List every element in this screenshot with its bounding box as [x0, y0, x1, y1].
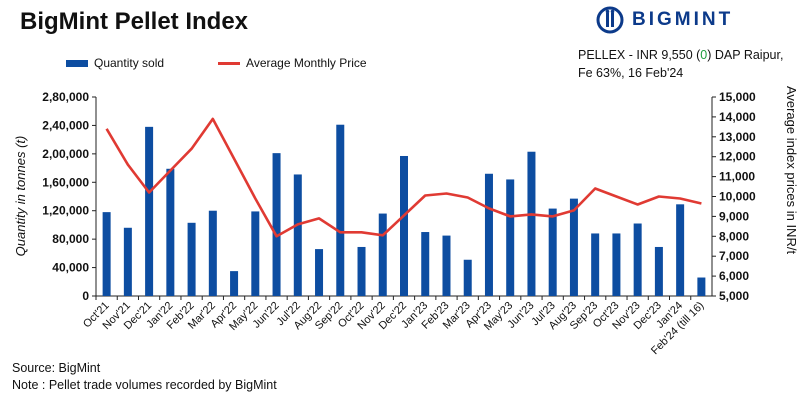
right-tick-label: 9,000 [719, 209, 749, 223]
pellex-line-2: Fe 63%, 16 Feb'24 [578, 66, 684, 80]
bar [569, 198, 578, 296]
right-tick-label: 14,000 [719, 110, 756, 124]
bar-series [102, 124, 706, 296]
right-tick-label: 12,000 [719, 150, 756, 164]
legend-line-swatch [218, 61, 241, 65]
pellex-suffix: ) DAP Raipur, [707, 48, 784, 62]
right-tick-label: 6,000 [719, 269, 749, 283]
bar [187, 222, 196, 296]
source-note: Source: BigMint [12, 361, 101, 375]
left-tick-label: 0 [82, 289, 89, 303]
right-tick-label: 10,000 [719, 190, 756, 204]
volume-note: Note : Pellet trade volumes recorded by … [12, 378, 277, 392]
bar [102, 212, 111, 296]
legend-bar-label: Quantity sold [94, 56, 165, 70]
bar [612, 233, 621, 296]
bar [315, 249, 324, 296]
legend-bar-swatch [66, 59, 88, 67]
right-tick-label: 11,000 [719, 170, 755, 184]
right-tick-label: 5,000 [719, 289, 749, 303]
bigmint-logo: BIGMINT [596, 6, 733, 34]
chart-title: BigMint Pellet Index [20, 8, 249, 35]
bar [251, 211, 260, 296]
pellex-prefix: PELLEX - INR 9,550 ( [578, 48, 701, 62]
legend-line-label: Average Monthly Price [246, 56, 367, 70]
bar [208, 210, 217, 296]
line-series [105, 117, 702, 238]
bar [697, 277, 706, 296]
left-tick-label: 40,000 [52, 261, 89, 275]
globe-icon [596, 6, 624, 34]
right-tick-label: 8,000 [719, 229, 749, 243]
bar [293, 174, 302, 296]
bar [357, 246, 366, 296]
bar [591, 233, 600, 296]
bar [400, 155, 408, 296]
pellex-info: PELLEX - INR 9,550 (0) DAP Raipur, Fe 63… [578, 46, 783, 82]
bar [166, 168, 175, 296]
bar [463, 259, 472, 296]
bar [272, 153, 281, 296]
bar [336, 124, 345, 296]
bar [548, 208, 557, 296]
right-tick-label: 7,000 [719, 249, 749, 263]
pellex-change: 0 [700, 48, 708, 62]
left-tick-label: 2,80,000 [42, 90, 89, 104]
bar [230, 271, 239, 296]
bar [123, 227, 132, 296]
bar [633, 223, 642, 296]
bar [378, 213, 387, 296]
left-tick-label: 2,40,000 [42, 118, 89, 132]
bar [527, 151, 536, 296]
logo-text: BIGMINT [632, 9, 734, 30]
left-tick-label: 2,00,000 [42, 147, 89, 161]
bar [484, 173, 493, 296]
bar [442, 235, 451, 296]
bar [654, 246, 663, 296]
right-tick-label: 15,000 [719, 90, 756, 104]
bar [506, 179, 515, 296]
left-tick-label: 1,60,000 [42, 175, 89, 189]
bar [145, 126, 154, 296]
bar [421, 232, 430, 296]
pellex-line-1: PELLEX - INR 9,550 (0) DAP Raipur, [578, 46, 783, 64]
bar [676, 204, 685, 296]
y2-axis-title: Average index prices in INR/t [784, 86, 799, 255]
chart-footer: Source: BigMint Note : Pellet trade volu… [12, 360, 277, 394]
left-tick-label: 1,20,000 [42, 204, 89, 218]
left-tick-label: 80,000 [52, 232, 89, 246]
chart-legend: Quantity sold Average Monthly Price [66, 56, 367, 70]
right-tick-label: 13,000 [719, 130, 756, 144]
y-axis-title: Quantity in tonnes (t) [13, 136, 28, 257]
